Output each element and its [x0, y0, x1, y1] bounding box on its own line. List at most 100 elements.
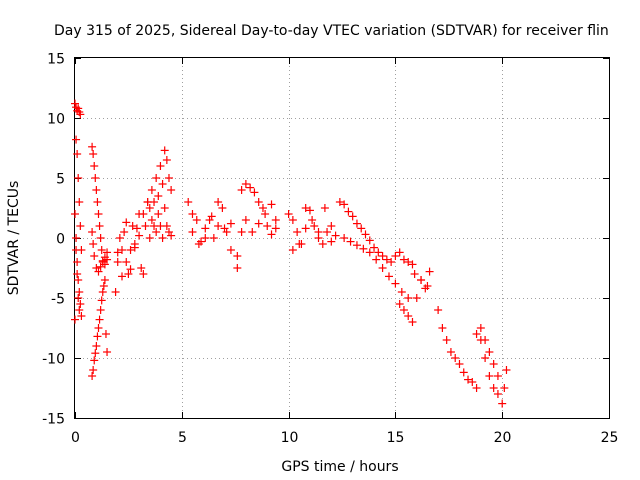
data-point — [139, 270, 148, 278]
data-point — [500, 384, 509, 392]
data-point — [128, 222, 137, 230]
data-point — [352, 219, 361, 228]
data-point — [117, 272, 126, 281]
data-point — [408, 318, 417, 326]
data-point — [100, 253, 109, 262]
y-tick-label: -5 — [51, 292, 65, 308]
data-point — [98, 288, 107, 296]
data-point — [101, 330, 110, 338]
data-point — [141, 222, 150, 230]
y-tick-label: 10 — [47, 112, 65, 128]
data-point — [408, 260, 417, 269]
chart-title: Day 315 of 2025, Sidereal Day-to-day VTE… — [54, 23, 609, 39]
data-point — [404, 258, 413, 266]
data-point — [74, 104, 83, 113]
data-point — [122, 218, 131, 227]
x-tick-label: 25 — [601, 430, 619, 446]
data-point — [94, 210, 103, 218]
data-point — [258, 204, 267, 212]
data-point — [188, 228, 197, 236]
data-point — [152, 174, 161, 182]
x-tick-label: 0 — [71, 430, 80, 446]
data-point — [103, 248, 112, 257]
data-point — [434, 306, 443, 314]
data-point — [90, 252, 99, 260]
data-point — [344, 207, 353, 216]
data-point — [237, 228, 246, 236]
data-point — [399, 306, 408, 314]
y-tick-label: -10 — [42, 352, 65, 368]
data-point — [75, 306, 84, 314]
data-point — [404, 294, 413, 302]
data-point — [472, 330, 481, 338]
data-point — [391, 252, 400, 260]
data-point — [76, 300, 85, 308]
data-point — [90, 356, 99, 365]
data-point — [314, 228, 323, 236]
data-point — [214, 198, 223, 206]
data-point — [387, 258, 396, 266]
data-point — [137, 264, 146, 272]
data-point — [404, 312, 413, 320]
data-point — [250, 188, 259, 197]
data-point — [145, 234, 154, 242]
data-point — [485, 348, 494, 356]
data-points — [71, 99, 511, 408]
data-point — [99, 282, 108, 290]
x-tick-label: 20 — [494, 430, 512, 446]
x-axis-title: GPS time / hours — [281, 459, 398, 475]
data-point — [254, 219, 263, 228]
data-point — [124, 270, 133, 278]
data-point — [417, 276, 426, 284]
data-point — [442, 336, 451, 344]
data-point — [271, 216, 280, 224]
x-tick-label: 5 — [178, 430, 187, 446]
data-point — [248, 228, 257, 236]
data-point — [451, 354, 460, 362]
data-point — [348, 212, 357, 221]
data-point — [156, 162, 165, 170]
data-point — [399, 255, 408, 264]
data-point — [160, 204, 169, 212]
data-point — [98, 256, 107, 265]
x-tick-label: 10 — [281, 430, 299, 446]
data-point — [263, 222, 272, 230]
y-tick-label: 15 — [47, 52, 65, 68]
data-point — [89, 240, 98, 248]
y-axis-title: SDTVAR / TECUs — [6, 181, 22, 296]
data-point — [113, 258, 122, 266]
data-point — [481, 354, 490, 362]
data-point — [167, 186, 176, 194]
data-point — [188, 210, 197, 218]
data-point — [391, 279, 400, 288]
data-point — [382, 255, 391, 264]
data-point — [167, 231, 176, 240]
data-point — [90, 162, 99, 170]
data-point — [162, 156, 171, 164]
data-point — [71, 210, 79, 218]
data-point — [288, 216, 297, 224]
data-point — [145, 204, 154, 212]
data-point — [192, 216, 201, 224]
data-point — [295, 240, 304, 248]
data-point — [395, 248, 404, 257]
data-point — [92, 186, 101, 194]
data-point — [214, 222, 223, 230]
data-point — [205, 216, 214, 224]
data-point — [233, 264, 242, 272]
data-point — [73, 258, 82, 266]
data-point — [370, 243, 379, 252]
data-point — [95, 315, 104, 324]
data-point — [154, 192, 163, 200]
data-point — [226, 219, 235, 228]
data-point — [241, 216, 250, 224]
data-point — [359, 244, 368, 253]
data-point — [72, 246, 81, 254]
data-point — [75, 198, 84, 206]
y-tick-label: -15 — [42, 412, 65, 428]
data-point — [468, 378, 477, 386]
data-point — [201, 234, 210, 242]
data-point — [88, 372, 97, 380]
data-point — [95, 222, 104, 230]
data-point — [476, 336, 485, 344]
